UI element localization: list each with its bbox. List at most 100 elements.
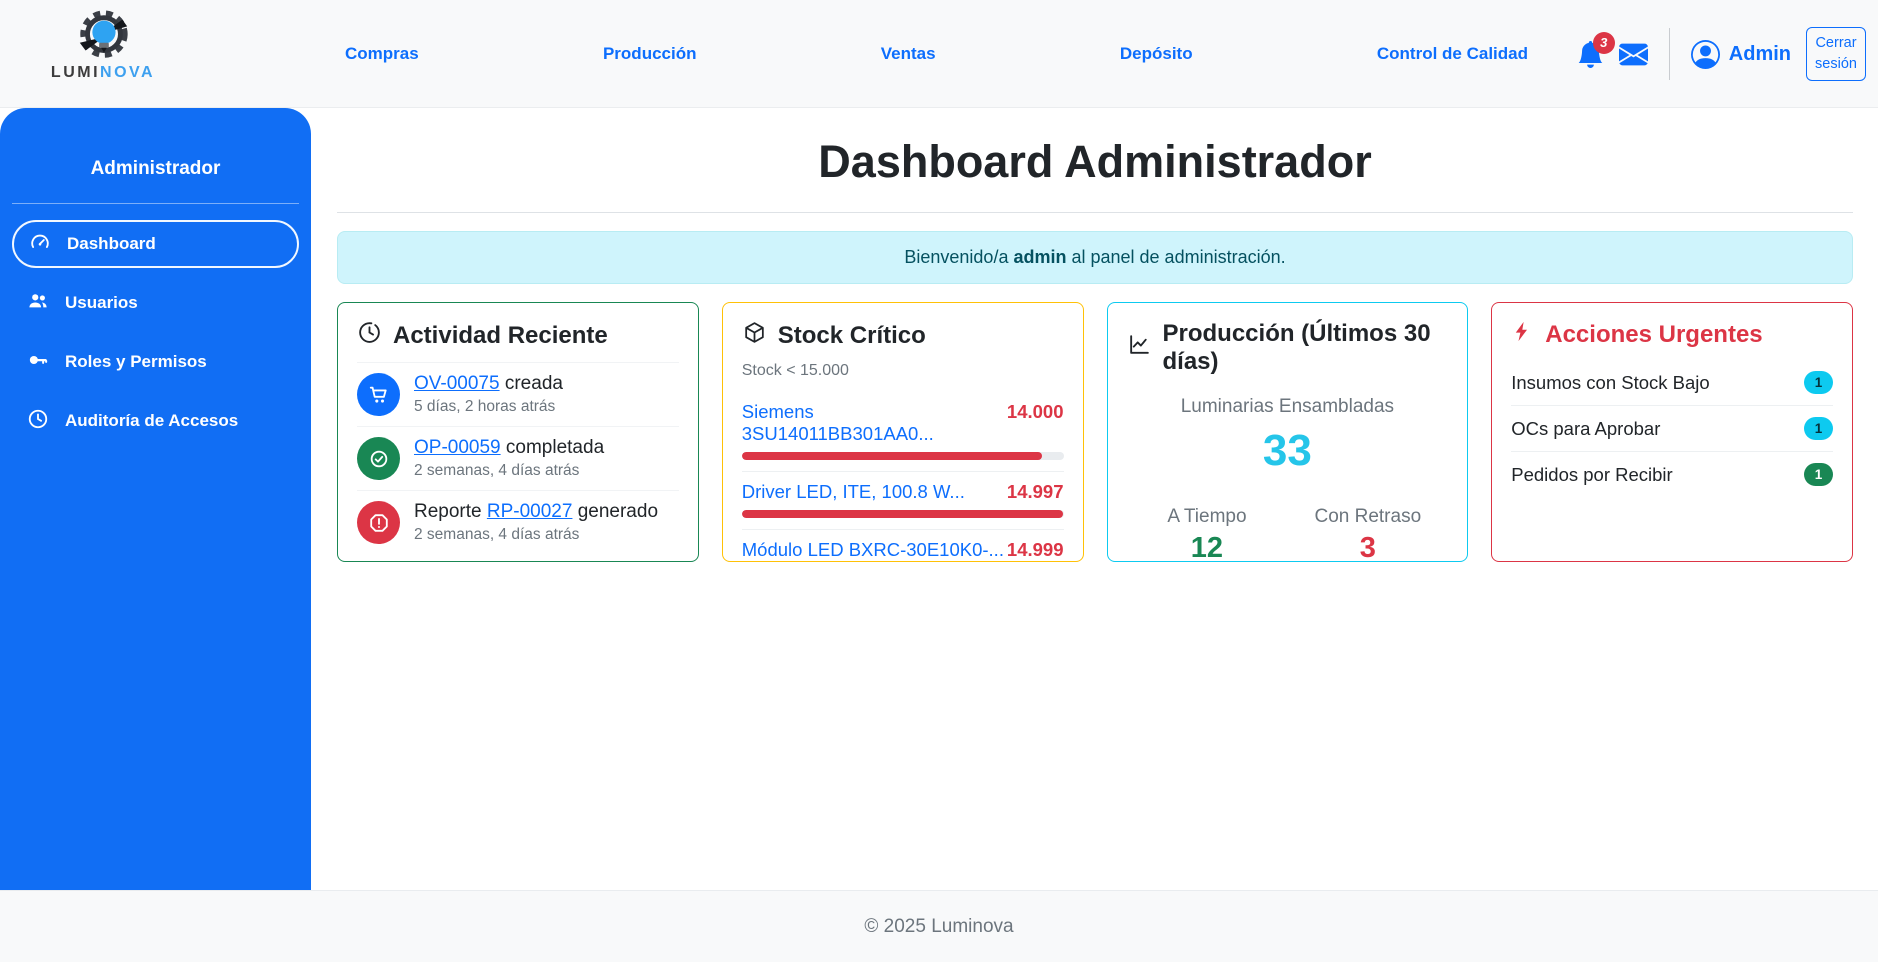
- card-title-row: Producción (Últimos 30 días): [1127, 320, 1449, 376]
- stock-item: Módulo LED BXRC-30E10K0-... 14.999: [741, 530, 1064, 561]
- card-title: Actividad Reciente: [393, 322, 608, 349]
- card-stock-critico: Stock Crítico Stock < 15.000 Siemens 3SU…: [721, 302, 1084, 562]
- notifications-bell-icon[interactable]: 3: [1577, 31, 1615, 68]
- stock-progress-fill: [741, 452, 1042, 460]
- stock-item-value: 14.000: [1006, 401, 1064, 422]
- sidebar-item-label: Auditoría de Accesos: [65, 411, 239, 430]
- production-breakdown: A Tiempo 12 Con Retraso 3: [1127, 506, 1449, 562]
- welcome-username: admin: [1013, 247, 1067, 267]
- key-icon: [27, 349, 49, 376]
- box-icon: [742, 320, 767, 352]
- sidebar-divider: [12, 203, 299, 204]
- production-delayed: Con Retraso 3: [1287, 506, 1448, 562]
- card-title: Stock Crítico: [777, 322, 926, 349]
- card-title: Producción (Últimos 30 días): [1162, 320, 1431, 375]
- production-metric-label: Luminarias Ensambladas: [1180, 396, 1395, 417]
- title-divider: [337, 212, 1853, 213]
- nav-link-compras[interactable]: Compras: [345, 44, 419, 63]
- sidebar-item-label: Dashboard: [67, 234, 156, 253]
- activity-text: Reporte RP-00027 generado 2 semanas, 4 d…: [414, 501, 658, 544]
- stock-item-value: 14.997: [1006, 481, 1064, 502]
- page-title: Dashboard Administrador: [818, 136, 1372, 187]
- sidebar-item-label: Roles y Permisos: [65, 352, 207, 371]
- card-title: Acciones Urgentes: [1545, 321, 1763, 348]
- brand-name: LUMINOVA: [50, 64, 156, 81]
- stock-progress-track: [741, 452, 1064, 460]
- urgent-item-label: OCs para Aprobar: [1511, 417, 1661, 439]
- on-time-value: 12: [1190, 532, 1224, 562]
- card-produccion: Producción (Últimos 30 días) Luminarias …: [1106, 302, 1469, 562]
- people-icon: [27, 290, 49, 317]
- activity-text: OP-00059 completada 2 semanas, 4 días at…: [414, 437, 604, 480]
- notification-count-badge: 3: [1592, 31, 1615, 54]
- nav-link-deposito[interactable]: Depósito: [1119, 44, 1193, 63]
- top-navbar: LUMINOVA Compras Producción Ventas Depós…: [0, 0, 1878, 108]
- on-time-label: A Tiempo: [1167, 506, 1247, 527]
- activity-item: OP-00059 completada 2 semanas, 4 días at…: [357, 426, 679, 490]
- card-title-row: Acciones Urgentes: [1511, 320, 1833, 350]
- nav-link-control-calidad[interactable]: Control de Calidad: [1376, 44, 1528, 63]
- production-on-time: A Tiempo 12: [1127, 506, 1288, 562]
- urgent-item[interactable]: OCs para Aprobar 1: [1511, 406, 1833, 452]
- sidebar-title: Administrador: [90, 158, 221, 179]
- activity-item: Reporte RP-00027 generado 2 semanas, 4 d…: [357, 490, 679, 554]
- urgent-item[interactable]: Insumos con Stock Bajo 1: [1511, 360, 1833, 406]
- page-footer: © 2025 Luminova: [0, 890, 1878, 962]
- stock-item: Siemens 3SU14011BB301AA0... 14.000: [741, 392, 1064, 472]
- card-title-row: Stock Crítico: [742, 320, 1064, 352]
- brand-logo[interactable]: LUMINOVA: [44, 8, 162, 82]
- card-actividad-reciente: Actividad Reciente OV-00075 creada 5 día…: [337, 302, 699, 562]
- activity-time: 2 semanas, 4 días atrás: [414, 526, 580, 543]
- user-menu[interactable]: Admin: [1690, 39, 1791, 69]
- stock-progress-track: [741, 510, 1064, 518]
- welcome-alert: Bienvenido/a admin al panel de administr…: [337, 231, 1853, 284]
- dashboard-cards: Actividad Reciente OV-00075 creada 5 día…: [337, 302, 1853, 562]
- nav-link-ventas[interactable]: Ventas: [880, 44, 936, 63]
- activity-post: creada: [499, 373, 563, 394]
- sidebar-item-auditoria[interactable]: Auditoría de Accesos: [12, 397, 299, 445]
- stock-progress-fill: [741, 510, 1064, 518]
- production-metric-value: 33: [1262, 426, 1312, 475]
- activity-item: OV-00075 creada 5 días, 2 horas atrás: [357, 362, 679, 426]
- sidebar-item-dashboard[interactable]: Dashboard: [12, 220, 299, 268]
- person-circle-icon: [1690, 39, 1720, 69]
- check-circle-icon: [357, 437, 400, 480]
- sidebar-item-roles-permisos[interactable]: Roles y Permisos: [12, 338, 299, 386]
- activity-pre: Reporte: [414, 501, 487, 522]
- stock-item-link[interactable]: Módulo LED BXRC-30E10K0-...: [741, 539, 1004, 560]
- stock-item: Driver LED, ITE, 100.8 W... 14.997: [741, 472, 1064, 530]
- sidebar-item-label: Usuarios: [65, 293, 138, 312]
- welcome-prefix: Bienvenido/a: [904, 247, 1009, 267]
- messages-envelope-icon[interactable]: [1618, 40, 1648, 69]
- navbar-divider: [1668, 28, 1670, 80]
- activity-post: completada: [500, 437, 605, 458]
- urgent-item-label: Pedidos por Recibir: [1511, 463, 1673, 485]
- stock-item-link[interactable]: Siemens 3SU14011BB301AA0...: [741, 401, 934, 444]
- user-name: Admin: [1728, 42, 1791, 65]
- sidebar-item-usuarios[interactable]: Usuarios: [12, 279, 299, 327]
- bolt-icon: [1511, 320, 1534, 350]
- gear-bulb-logo-icon: [44, 8, 162, 66]
- urgent-item[interactable]: Pedidos por Recibir 1: [1511, 452, 1833, 497]
- admin-sidebar: Administrador Dashboard Usuarios: [0, 108, 311, 890]
- stock-item-link[interactable]: Driver LED, ITE, 100.8 W...: [741, 481, 965, 502]
- activity-link-op[interactable]: OP-00059: [414, 437, 501, 458]
- card-acciones-urgentes: Acciones Urgentes Insumos con Stock Bajo…: [1491, 302, 1853, 562]
- urgent-item-label: Insumos con Stock Bajo: [1511, 371, 1710, 393]
- clock-history-icon: [357, 320, 382, 352]
- count-badge: 1: [1804, 463, 1833, 486]
- welcome-suffix: al panel de administración.: [1071, 247, 1286, 267]
- delayed-label: Con Retraso: [1314, 506, 1422, 527]
- delayed-value: 3: [1359, 532, 1376, 562]
- logout-button[interactable]: Cerrar sesión: [1806, 26, 1866, 82]
- alert-octagon-icon: [357, 501, 400, 544]
- stock-threshold-label: Stock < 15.000: [741, 362, 849, 379]
- nav-link-produccion[interactable]: Producción: [602, 44, 697, 63]
- line-chart-icon: [1127, 332, 1152, 364]
- main-navigation: Compras Producción Ventas Depósito Contr…: [345, 0, 1528, 108]
- main-content: Dashboard Administrador Bienvenido/a adm…: [311, 108, 1878, 890]
- activity-time: 2 semanas, 4 días atrás: [414, 462, 580, 479]
- activity-link-ov[interactable]: OV-00075: [414, 373, 500, 394]
- activity-link-rp[interactable]: RP-00027: [486, 501, 573, 522]
- copyright-text: © 2025 Luminova: [864, 915, 1014, 937]
